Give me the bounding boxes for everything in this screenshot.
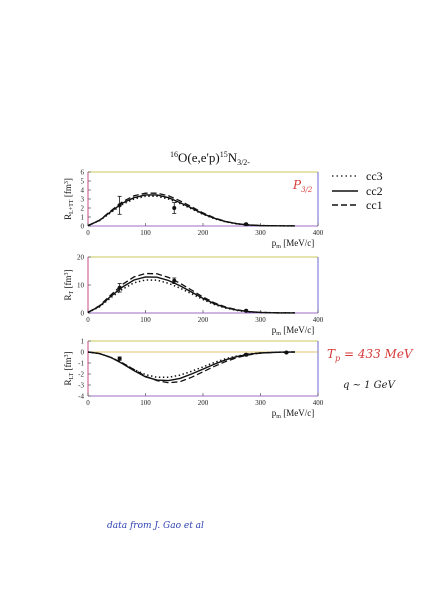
y-tick-label: 6 [81, 169, 85, 177]
data-point [284, 350, 289, 355]
x-tick-label: 200 [198, 316, 209, 324]
state-main: P [292, 178, 302, 192]
data-point [117, 356, 122, 361]
data-point [244, 352, 249, 357]
x-tick-label: 200 [198, 399, 209, 407]
x-tick-label: 400 [313, 316, 324, 324]
energy-sub: p [335, 354, 340, 363]
y-tick-label: 3 [81, 196, 85, 204]
series-line-cc3 [87, 195, 296, 227]
x-tick-label: 400 [313, 229, 324, 237]
y-tick-label: 1 [81, 214, 85, 222]
data-point [172, 278, 177, 283]
series-line-cc1 [87, 351, 296, 384]
x-tick-label: 300 [255, 399, 266, 407]
y-tick-label: 0 [81, 310, 85, 318]
y-tick-label: 0 [81, 223, 85, 231]
title-superscript-1: 16 [170, 150, 178, 159]
series-line-cc3 [87, 279, 295, 314]
series-line-cc1 [87, 192, 296, 227]
chart-panel-3: 0 100 200 300 400 -4 -3 -2 -1 0 1 RLT [fm3] pm [MeV/… [63, 338, 324, 421]
x-tick-label: 0 [86, 229, 90, 237]
data-point [244, 308, 249, 313]
y-tick-label: 0 [81, 349, 85, 357]
x-tick-label: 0 [86, 316, 90, 324]
y-tick-label: 5 [81, 178, 85, 186]
title-superscript-2: 15 [220, 150, 228, 159]
y-tick-label: 10 [77, 282, 85, 290]
energy-t: T [327, 347, 336, 361]
data-point [117, 285, 122, 290]
legend: cc3 cc2 cc1 [332, 169, 383, 212]
title-part-1: O(e,e'p) [178, 150, 220, 165]
x-tick-label: 400 [313, 399, 324, 407]
x-tick-label: 100 [140, 229, 151, 237]
figure-title: 16O(e,e'p)15N3/2- [170, 150, 250, 167]
handwritten-energy: Tp = 433 MeV [327, 347, 414, 363]
y-tick-label: 20 [77, 254, 85, 262]
y-tick-label: -1 [78, 360, 84, 368]
data-point [244, 222, 249, 227]
data-point [172, 206, 177, 210]
y-tick-label: -4 [78, 393, 84, 401]
y-axis-label: RL+TT [fm3] [63, 178, 75, 220]
data-point [117, 203, 122, 208]
handwritten-source: data from J. Gao et al [107, 521, 204, 531]
x-axis-label: pm [MeV/c] [272, 408, 314, 420]
state-sub: 3/2 [301, 186, 313, 194]
handwritten-state-label: P3/2 [292, 178, 313, 194]
energy-rest: = 433 MeV [340, 347, 414, 361]
x-tick-label: 100 [140, 399, 151, 407]
x-tick-label: 200 [198, 229, 209, 237]
x-axis-label: pm [MeV/c] [272, 325, 314, 337]
series-line-cc2 [87, 276, 295, 314]
x-tick-label: 100 [140, 316, 151, 324]
y-tick-label: 4 [81, 187, 85, 195]
title-subscript: 3/2- [237, 158, 250, 167]
handwritten-q: q ~ 1 GeV [343, 380, 397, 391]
x-tick-label: 0 [86, 399, 90, 407]
title-part-2: N [228, 150, 238, 165]
legend-label-cc3: cc3 [366, 169, 383, 183]
y-axis-label: RT [fm3] [63, 270, 75, 301]
x-tick-label: 300 [255, 229, 266, 237]
y-axis-label: RLT [fm3] [63, 351, 75, 385]
y-tick-label: -3 [78, 382, 84, 390]
y-tick-label: 1 [81, 338, 85, 346]
series-line-cc2 [87, 194, 296, 227]
x-tick-label: 300 [255, 316, 266, 324]
y-tick-label: -2 [78, 371, 84, 379]
series-line-cc1 [87, 272, 296, 314]
legend-label-cc1: cc1 [366, 198, 383, 212]
x-axis-label: pm [MeV/c] [272, 238, 314, 250]
series-line-cc2 [87, 351, 296, 382]
legend-label-cc2: cc2 [366, 184, 383, 198]
y-tick-label: 2 [81, 205, 85, 213]
